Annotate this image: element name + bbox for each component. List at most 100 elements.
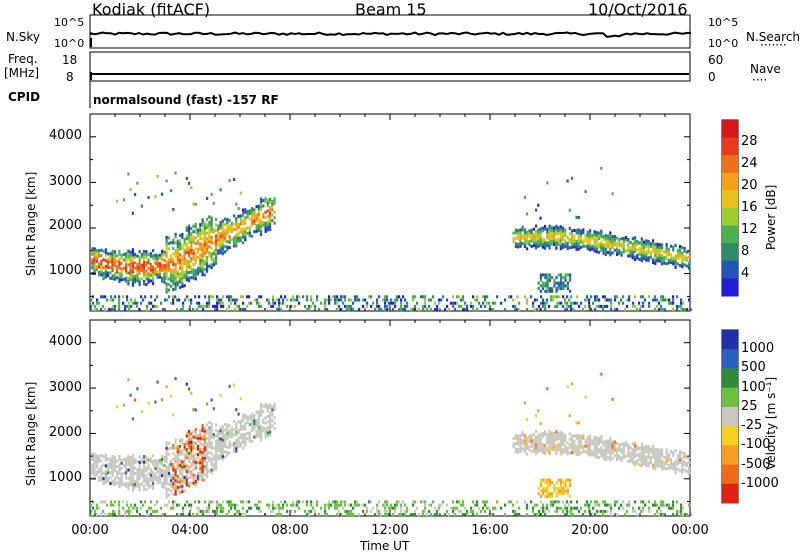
velocity-cell — [235, 438, 238, 442]
power-cell — [120, 272, 123, 276]
power-cell — [237, 231, 240, 235]
velocity-cell — [194, 474, 197, 478]
velocity-cell — [618, 454, 621, 458]
power-cell — [271, 219, 274, 223]
velocity-cell — [551, 481, 554, 485]
velocity-cell — [161, 398, 164, 402]
velocity-cell — [312, 506, 315, 510]
velocity-cell — [284, 500, 287, 504]
velocity-cell — [548, 432, 551, 436]
velocity-cell — [268, 503, 271, 507]
power-cell — [530, 239, 533, 243]
velocity-cell — [194, 436, 197, 440]
power-cell — [93, 269, 96, 273]
velocity-ytick: 1000 — [48, 470, 82, 485]
velocity-cell — [652, 447, 655, 451]
velocity-cell — [179, 480, 182, 484]
power-colorbar-tick: 12 — [741, 222, 758, 237]
velocity-cell — [136, 387, 139, 391]
power-cell — [622, 301, 625, 305]
velocity-cell — [255, 429, 258, 433]
power-cell — [571, 243, 574, 247]
power-cell — [156, 295, 159, 299]
power-cell — [251, 209, 254, 213]
power-cell — [269, 222, 272, 226]
velocity-cell — [179, 461, 182, 465]
velocity-cell — [670, 450, 673, 453]
velocity-cell — [170, 446, 173, 450]
power-cell — [203, 273, 206, 277]
power-cell — [282, 298, 285, 302]
power-cell — [111, 266, 114, 270]
velocity-cell — [340, 503, 343, 507]
velocity-cell — [521, 442, 524, 445]
power-cell — [125, 271, 128, 275]
velocity-cell — [149, 460, 152, 464]
power-cell — [112, 304, 115, 308]
power-cell — [218, 301, 221, 305]
velocity-cell — [462, 513, 465, 517]
power-cell — [440, 298, 443, 302]
power-cell — [590, 308, 593, 312]
power-cell — [172, 241, 175, 245]
velocity-cell — [152, 509, 155, 513]
velocity-colorbar-tick: -500 — [741, 457, 771, 472]
power-cell — [192, 257, 195, 261]
velocity-cell — [210, 435, 213, 439]
power-cell — [131, 248, 134, 252]
power-cell — [102, 266, 105, 270]
velocity-cell — [550, 500, 553, 504]
power-cell — [131, 251, 134, 254]
velocity-cell — [575, 453, 578, 457]
velocity-cell — [125, 482, 128, 485]
velocity-cell — [569, 494, 572, 498]
velocity-cell — [602, 454, 605, 458]
power-cell — [556, 295, 559, 299]
velocity-cell — [254, 503, 257, 507]
power-cell — [125, 265, 128, 269]
velocity-cell — [656, 453, 659, 457]
power-cell — [176, 261, 179, 265]
velocity-cell — [122, 463, 125, 467]
power-cell — [598, 242, 601, 246]
velocity-cell — [685, 456, 688, 460]
velocity-cell — [197, 436, 200, 440]
velocity-cell — [176, 485, 179, 489]
power-cell — [129, 256, 132, 260]
velocity-cell — [262, 404, 265, 408]
velocity-cell — [208, 426, 211, 430]
velocity-cell — [626, 509, 629, 513]
power-cell — [625, 249, 628, 253]
power-cell — [197, 266, 200, 270]
velocity-cell — [183, 456, 186, 460]
power-cell — [544, 304, 547, 308]
power-ytick: 4000 — [48, 128, 82, 143]
power-cell — [98, 254, 101, 258]
power-cell — [183, 256, 186, 260]
power-cell — [542, 284, 545, 288]
velocity-cell — [129, 483, 132, 487]
velocity-cell — [555, 438, 558, 442]
velocity-cell — [266, 420, 269, 424]
power-cell — [280, 295, 283, 299]
power-cell — [100, 295, 103, 299]
power-cell — [589, 229, 592, 233]
power-cell — [618, 238, 621, 242]
velocity-cell — [541, 451, 544, 454]
velocity-cell — [206, 466, 209, 470]
power-cell — [152, 249, 155, 253]
power-cell — [564, 301, 567, 305]
power-cell — [199, 256, 202, 260]
power-cell — [118, 301, 121, 305]
velocity-cell — [670, 460, 673, 464]
power-cell — [294, 304, 297, 308]
power-cell — [226, 231, 229, 235]
power-cell — [676, 257, 679, 260]
power-cell — [174, 251, 177, 255]
velocity-cell — [627, 454, 630, 458]
nsearch-tick-bottom: 10^0 — [708, 37, 739, 50]
power-cell — [156, 174, 159, 178]
velocity-cell — [224, 439, 227, 443]
velocity-ytick: 4000 — [48, 334, 82, 349]
power-cell — [255, 205, 258, 209]
